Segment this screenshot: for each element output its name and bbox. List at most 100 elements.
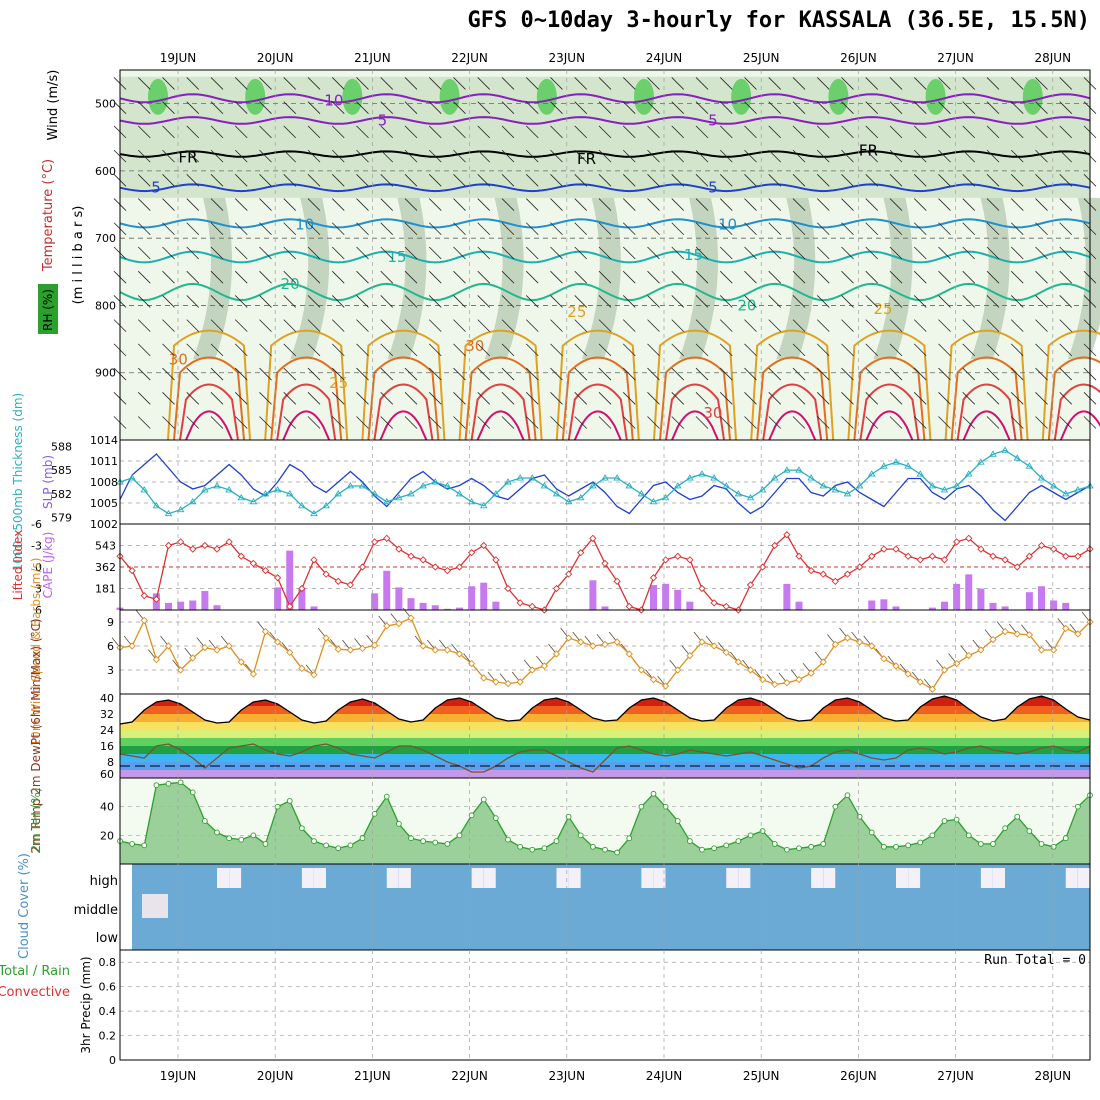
- isotherm-dome: [1047, 356, 1100, 441]
- wind-barb: [647, 246, 660, 260]
- wind-barb: [744, 295, 757, 308]
- isotherm-dome: [264, 329, 349, 441]
- wind-barb: [938, 149, 951, 163]
- cloud-gap: [301, 868, 314, 888]
- thickness-series-point: [1049, 482, 1058, 489]
- cape-bar: [383, 570, 391, 610]
- rh-series-point: [1062, 835, 1069, 842]
- isotherm-dome: [962, 410, 1011, 441]
- wind-barb: [816, 222, 830, 236]
- wind-barb: [404, 392, 418, 405]
- wind-barb: [647, 77, 660, 90]
- wind-barb: [574, 392, 588, 405]
- lifted-index-series-point: [419, 556, 427, 564]
- wind-barb: [719, 198, 733, 211]
- wind-barb: [889, 77, 903, 90]
- wind-barb: [865, 367, 879, 381]
- wind-barb: [186, 270, 200, 284]
- lifted-index-series-point: [152, 595, 161, 603]
- wind-barb: [574, 174, 588, 187]
- rh-series-point: [311, 838, 317, 844]
- wind-barb: [744, 270, 757, 284]
- wind-barb: [453, 101, 466, 114]
- cloud-level-label: low: [96, 931, 119, 946]
- isotherm-dome: [653, 329, 737, 441]
- wind-barb: [525, 174, 539, 187]
- wind-speed-series-point: [128, 642, 136, 650]
- wind-barb: [816, 295, 830, 308]
- wind-barb: [428, 319, 442, 332]
- thickness-tick: 582: [51, 488, 72, 501]
- wind-barb: [938, 174, 951, 187]
- wind-barb: [816, 270, 830, 284]
- rh-series-point: [638, 803, 645, 810]
- wind-barb: [162, 222, 175, 236]
- wind-barb: [671, 198, 685, 211]
- wind-barb: [525, 246, 539, 260]
- wind-barb: [574, 367, 588, 381]
- wind-barb: [962, 319, 976, 332]
- wind-barb: [1035, 416, 1048, 429]
- wind-barb: [792, 222, 806, 236]
- wind-tick: 9: [107, 616, 114, 629]
- wind-barb: [719, 246, 733, 260]
- wind-barb: [598, 295, 612, 308]
- lifted-index-series-point: [1001, 556, 1009, 564]
- thickness-series-point: [783, 466, 791, 473]
- wind-barb: [816, 319, 830, 332]
- wind-barb: [307, 343, 321, 357]
- rh-series-point: [881, 843, 887, 850]
- isotherm-label: 30: [703, 404, 722, 422]
- wind-barb: [501, 343, 515, 357]
- wind-barb: [622, 392, 636, 405]
- rh-series-point: [1002, 825, 1008, 832]
- cape-bar: [928, 607, 936, 610]
- wind-barb: [380, 295, 394, 308]
- wind-barb: [938, 367, 951, 381]
- wind-barb: [234, 222, 248, 236]
- li-axis-label: Lifted Index: [11, 530, 25, 601]
- lifted-index-series-point: [140, 592, 148, 600]
- wind-barb: [647, 125, 660, 139]
- wind-barb: [259, 77, 272, 90]
- rh-series-point: [1014, 813, 1021, 820]
- wind-barb: [647, 416, 660, 429]
- wind-barb: [477, 270, 491, 284]
- thickness-series-point: [686, 474, 694, 481]
- wind-barb: [719, 319, 733, 332]
- cloud-gap: [217, 868, 229, 888]
- wind-speed-series-point: [771, 680, 779, 689]
- rh-series-point: [383, 793, 390, 800]
- rh-series-point: [420, 838, 426, 844]
- wind-barb: [210, 270, 224, 284]
- rh-series-point: [565, 813, 572, 820]
- rh-series-point: [674, 818, 681, 824]
- lifted-index-series-point: [868, 552, 876, 560]
- thickness-series-point: [431, 478, 440, 485]
- wind-barb: [453, 77, 466, 90]
- isotherm-label: 15: [684, 246, 703, 264]
- wind-speed-series-point: [868, 642, 876, 650]
- wind-barb: [695, 295, 709, 308]
- rh-tick: 20: [100, 829, 114, 842]
- wind-barb: [380, 125, 394, 139]
- wind-barb: [162, 246, 175, 260]
- temp-band: [120, 722, 1090, 730]
- wind-barb: [986, 392, 1000, 405]
- wind-barb: [1010, 101, 1024, 114]
- cape-bar: [941, 601, 948, 610]
- rh-series-point: [238, 836, 245, 843]
- wind-barb: [744, 125, 757, 139]
- thickness-series-point: [831, 486, 840, 493]
- thickness-series-point: [892, 458, 900, 465]
- wind-barb: [598, 319, 612, 332]
- isotherm-label: 20: [281, 275, 300, 293]
- rh-series-point: [214, 829, 220, 836]
- isotherm-label: FR: [859, 142, 878, 160]
- cape-bar: [371, 593, 379, 610]
- thickness-tick: 588: [51, 440, 72, 453]
- wind-barb: [938, 125, 951, 139]
- rh-series-point: [1038, 841, 1045, 847]
- wind-speed-series-point: [346, 646, 355, 654]
- thickness-series-point: [140, 486, 149, 493]
